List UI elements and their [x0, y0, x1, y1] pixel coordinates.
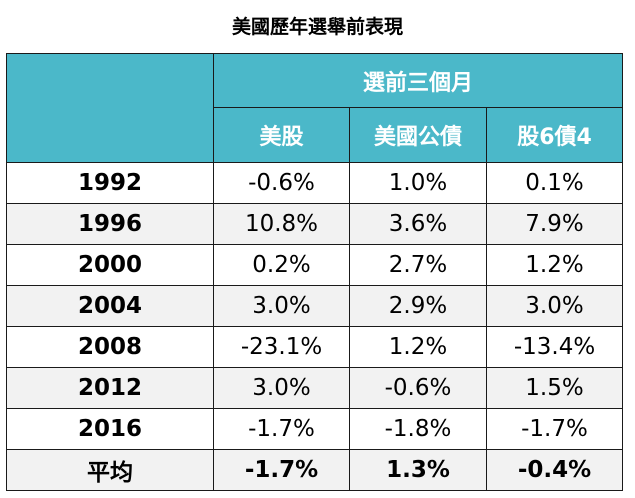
cell-us-stocks: 3.0%	[213, 367, 350, 409]
cell-us-bonds: -0.6%	[349, 367, 487, 409]
cell-stock6-bond4: -0.4%	[486, 449, 623, 491]
header-row-columns: 美股 美國公債 股6債4	[7, 107, 623, 163]
cell-us-stocks: -1.7%	[213, 408, 350, 450]
cell-us-bonds: -1.8%	[349, 408, 487, 450]
cell-stock6-bond4: 1.2%	[486, 244, 623, 286]
cell-stock6-bond4: 7.9%	[486, 203, 623, 245]
cell-us-bonds: 3.6%	[349, 203, 487, 245]
cell-us-stocks: 0.2%	[213, 244, 350, 286]
row-label: 1992	[6, 162, 214, 204]
cell-us-stocks: 10.8%	[213, 203, 350, 245]
row-label: 2016	[6, 408, 214, 450]
cell-us-stocks: -1.7%	[213, 449, 350, 491]
row-label: 2008	[6, 326, 214, 368]
cell-us-stocks: 3.0%	[213, 285, 350, 327]
row-label: 平均	[6, 449, 214, 491]
table-row: 2008 -23.1% 1.2% -13.4%	[6, 326, 623, 368]
group-header-cell: 選前三個月	[213, 53, 623, 108]
cell-us-stocks: -23.1%	[213, 326, 350, 368]
cell-us-stocks: -0.6%	[213, 162, 350, 204]
cell-us-bonds: 1.0%	[349, 162, 487, 204]
row-label: 2004	[6, 285, 214, 327]
column-header-us-stocks: 美股	[213, 107, 350, 163]
column-header-us-bonds: 美國公債	[349, 107, 487, 163]
row-label: 1996	[6, 203, 214, 245]
table-row: 2004 3.0% 2.9% 3.0%	[6, 285, 623, 327]
row-label: 2012	[6, 367, 214, 409]
cell-us-bonds: 2.9%	[349, 285, 487, 327]
table-row: 2016 -1.7% -1.8% -1.7%	[6, 408, 623, 450]
column-header-stock6-bond4: 股6債4	[486, 107, 623, 163]
cell-stock6-bond4: 0.1%	[486, 162, 623, 204]
cell-us-bonds: 2.7%	[349, 244, 487, 286]
table-row: 1996 10.8% 3.6% 7.9%	[6, 203, 623, 245]
table-row: 2012 3.0% -0.6% 1.5%	[6, 367, 623, 409]
cell-stock6-bond4: 3.0%	[486, 285, 623, 327]
cell-stock6-bond4: -1.7%	[486, 408, 623, 450]
table-row: 1992 -0.6% 1.0% 0.1%	[6, 162, 623, 204]
average-row: 平均 -1.7% 1.3% -0.4%	[6, 449, 623, 491]
table-row: 2000 0.2% 2.7% 1.2%	[6, 244, 623, 286]
header-row-group: 選前三個月	[6, 53, 623, 163]
cell-us-bonds: 1.3%	[349, 449, 487, 491]
table-title: 美國歷年選舉前表現	[231, 16, 403, 38]
cell-stock6-bond4: -13.4%	[486, 326, 623, 368]
cell-stock6-bond4: 1.5%	[486, 367, 623, 409]
corner-header-cell	[6, 53, 214, 163]
row-label: 2000	[6, 244, 214, 286]
cell-us-bonds: 1.2%	[349, 326, 487, 368]
election-performance-table: 選前三個月 美股 美國公債 股6債4 1992 -0.6% 1.0% 0.1% …	[6, 53, 623, 491]
